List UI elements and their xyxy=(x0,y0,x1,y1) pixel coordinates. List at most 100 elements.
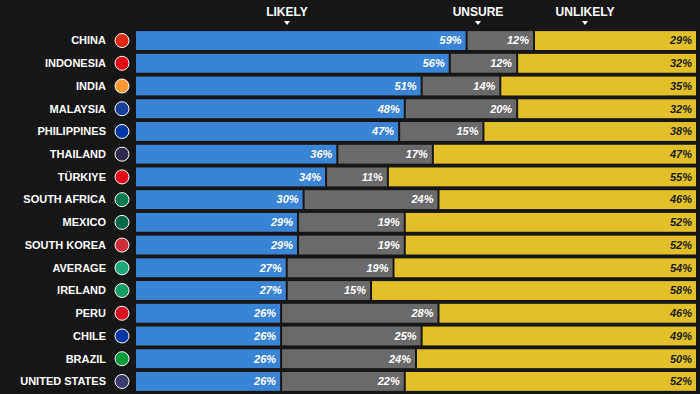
bar-segment xyxy=(338,145,432,164)
bar-segment xyxy=(136,54,449,73)
data-label: 34% xyxy=(299,171,321,183)
bar-segment xyxy=(518,99,696,118)
data-label: 14% xyxy=(473,80,495,92)
data-label: 26% xyxy=(253,307,276,319)
data-label: 36% xyxy=(310,148,332,160)
bar-segment xyxy=(136,327,280,346)
bar-segment xyxy=(468,31,533,50)
bar-segment xyxy=(136,258,286,277)
data-label: 28% xyxy=(410,307,433,319)
flag-icon xyxy=(115,79,129,93)
data-label: 56% xyxy=(423,57,445,69)
data-label: 27% xyxy=(259,284,282,296)
bar-segment xyxy=(136,349,280,368)
data-label: 38% xyxy=(670,125,692,137)
data-label: 50% xyxy=(670,353,692,365)
category-label: MEXICO xyxy=(63,216,107,228)
bar-segment xyxy=(288,281,370,300)
data-label: 55% xyxy=(670,171,692,183)
flag-icon xyxy=(115,374,129,388)
data-label: 32% xyxy=(670,103,692,115)
data-label: 59% xyxy=(440,34,462,46)
bar-segment xyxy=(439,304,696,323)
data-label: 26% xyxy=(253,353,276,365)
data-label: 46% xyxy=(669,307,692,319)
flag-icon xyxy=(115,215,129,229)
flag-icon xyxy=(115,147,129,161)
data-label: 29% xyxy=(669,34,692,46)
bar-segment xyxy=(451,54,516,73)
plot: 59%56%51%48%47%36%34%30%29%29%27%27%26%2… xyxy=(136,31,696,391)
flag-icon xyxy=(115,34,129,48)
category-label: INDONESIA xyxy=(45,57,106,69)
bar-segment xyxy=(288,258,393,277)
data-labels: 59%56%51%48%47%36%34%30%29%29%27%27%26%2… xyxy=(253,34,692,387)
bar-segment xyxy=(439,190,696,209)
bar-segment xyxy=(136,281,286,300)
flag-icon xyxy=(115,238,129,252)
background xyxy=(0,0,700,394)
chart-container: 59%56%51%48%47%36%34%30%29%29%27%27%26%2… xyxy=(0,0,700,394)
category-label: SOUTH KOREA xyxy=(25,239,106,251)
category-label: PHILIPPINES xyxy=(38,125,106,137)
data-label: 17% xyxy=(406,148,428,160)
data-label: 11% xyxy=(362,171,383,183)
bar-segment xyxy=(136,31,466,50)
category-label: MALAYSIA xyxy=(50,103,106,115)
flag-icon xyxy=(115,193,129,207)
flag-icon xyxy=(115,124,129,138)
data-label: 35% xyxy=(670,80,692,92)
flag-icon xyxy=(115,329,129,343)
data-label: 48% xyxy=(377,103,400,115)
bar-segment xyxy=(282,304,437,323)
legend-header: UNSURE xyxy=(453,5,504,19)
category-label: TÜRKIYE xyxy=(58,171,106,183)
data-label: 22% xyxy=(377,375,400,387)
flag-icon xyxy=(115,306,129,320)
bar-segment xyxy=(406,236,696,255)
bar-segment xyxy=(136,77,421,96)
flag-icon xyxy=(115,261,129,275)
bar-segment xyxy=(327,167,387,186)
category-label: CHINA xyxy=(71,34,106,46)
data-label: 15% xyxy=(456,125,478,137)
bar-segment xyxy=(417,349,696,368)
bar-segment xyxy=(501,77,696,96)
bar-segment xyxy=(484,122,696,141)
data-label: 25% xyxy=(394,330,417,342)
legend-header: LIKELY xyxy=(266,5,308,19)
bar-segment xyxy=(305,190,438,209)
bar-segment xyxy=(518,54,696,73)
data-label: 27% xyxy=(259,262,282,274)
bar-segment xyxy=(299,236,404,255)
data-label: 52% xyxy=(670,375,692,387)
bar-segment xyxy=(423,327,696,346)
bar-segment xyxy=(423,77,500,96)
data-label: 51% xyxy=(395,80,417,92)
bar-segment xyxy=(535,31,696,50)
bar-segment xyxy=(395,258,696,277)
bar-segment xyxy=(136,145,336,164)
bar-segment xyxy=(400,122,482,141)
legend-header: UNLIKELY xyxy=(556,5,615,19)
data-label: 47% xyxy=(371,125,394,137)
flag-icon xyxy=(115,102,129,116)
bar-segment xyxy=(136,167,325,186)
bar-segment xyxy=(282,327,421,346)
data-label: 30% xyxy=(277,193,299,205)
data-label: 24% xyxy=(410,193,433,205)
data-label: 52% xyxy=(670,216,692,228)
bar-segment xyxy=(406,372,696,391)
category-label: THAILAND xyxy=(50,148,106,160)
category-label: IRELAND xyxy=(57,284,106,296)
category-label: AVERAGE xyxy=(52,262,106,274)
category-label: BRAZIL xyxy=(66,353,107,365)
data-label: 46% xyxy=(669,193,692,205)
bar-segment xyxy=(406,99,516,118)
bar-segment xyxy=(434,145,696,164)
chart-svg: 59%56%51%48%47%36%34%30%29%29%27%27%26%2… xyxy=(0,0,700,394)
data-label: 26% xyxy=(253,330,276,342)
flag-icon xyxy=(115,56,129,70)
data-label: 19% xyxy=(366,262,388,274)
bar-segment xyxy=(282,349,415,368)
